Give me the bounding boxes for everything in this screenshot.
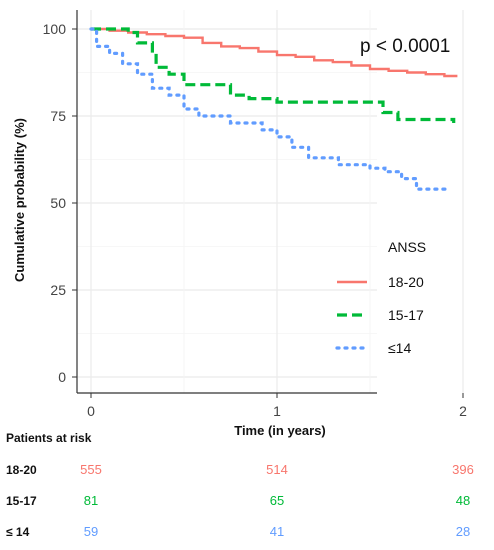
risk-value: 514	[266, 462, 288, 477]
legend-label: 15-17	[388, 307, 424, 323]
risk-value: 41	[270, 524, 284, 539]
p-value-annotation: p < 0.0001	[360, 36, 450, 57]
risk-value: 396	[452, 462, 474, 477]
curve-15-17	[91, 27, 456, 123]
plot-panel	[77, 10, 377, 393]
gridlines	[77, 10, 464, 393]
risk-row-label: ≤ 14	[6, 525, 30, 539]
axes: 0 25 50 75 100 0 1 2	[43, 10, 467, 419]
risk-value: 81	[84, 493, 98, 508]
survival-curves	[89, 27, 458, 191]
risk-value: 28	[456, 524, 470, 539]
y-tick-label: 75	[50, 108, 66, 124]
y-axis-title: Cumulative probability (%)	[12, 118, 27, 282]
curve-≤14	[89, 27, 450, 191]
risk-value: 59	[84, 524, 98, 539]
legend-label: ≤14	[388, 340, 411, 356]
curve-18-20	[91, 27, 458, 78]
x-tick-label: 0	[87, 403, 95, 419]
risk-row-label: 15-17	[6, 494, 37, 508]
y-tick-label: 100	[43, 21, 67, 37]
y-tick-label: 50	[50, 195, 66, 211]
y-tick-label: 25	[50, 282, 66, 298]
risk-table: Patients at risk 18-20 555 514 396 15-17 81 65…	[6, 431, 474, 539]
x-tick-label: 2	[459, 403, 467, 419]
x-tick-label: 1	[273, 403, 281, 419]
risk-row-label: 18-20	[6, 463, 37, 477]
risk-value: 65	[270, 493, 284, 508]
y-tick-label: 0	[58, 369, 66, 385]
risk-value: 48	[456, 493, 470, 508]
legend-label: 18-20	[388, 274, 424, 290]
legend-title: ANSS	[388, 239, 426, 255]
x-axis-title: Time (in years)	[234, 423, 326, 438]
legend: ANSS 18-20 15-17 ≤14	[335, 239, 426, 356]
risk-value: 555	[80, 462, 102, 477]
risk-table-title: Patients at risk	[6, 431, 92, 445]
